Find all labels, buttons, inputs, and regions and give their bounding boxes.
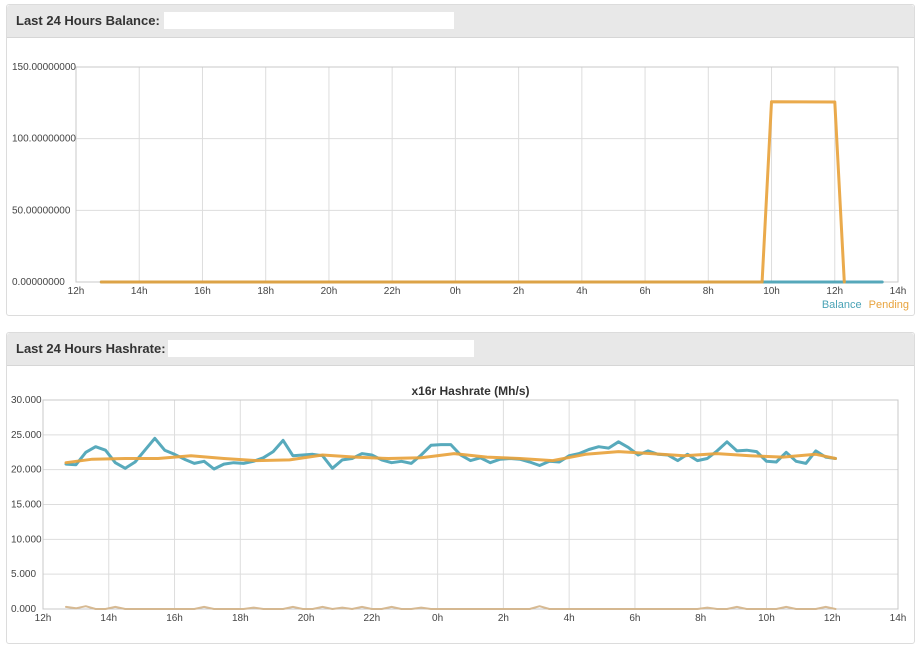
wallet-address-box (168, 340, 474, 357)
balance-panel-header: Last 24 Hours Balance: (7, 5, 914, 38)
balance-panel: Last 24 Hours Balance: (6, 4, 915, 316)
wallet-address-box (164, 12, 454, 29)
hashrate-panel-header: Last 24 Hours Hashrate: (7, 333, 914, 366)
hashrate-panel-title: Last 24 Hours Hashrate: (16, 341, 166, 356)
balance-panel-title: Last 24 Hours Balance: (16, 13, 160, 28)
hashrate-panel: Last 24 Hours Hashrate: (6, 332, 915, 644)
